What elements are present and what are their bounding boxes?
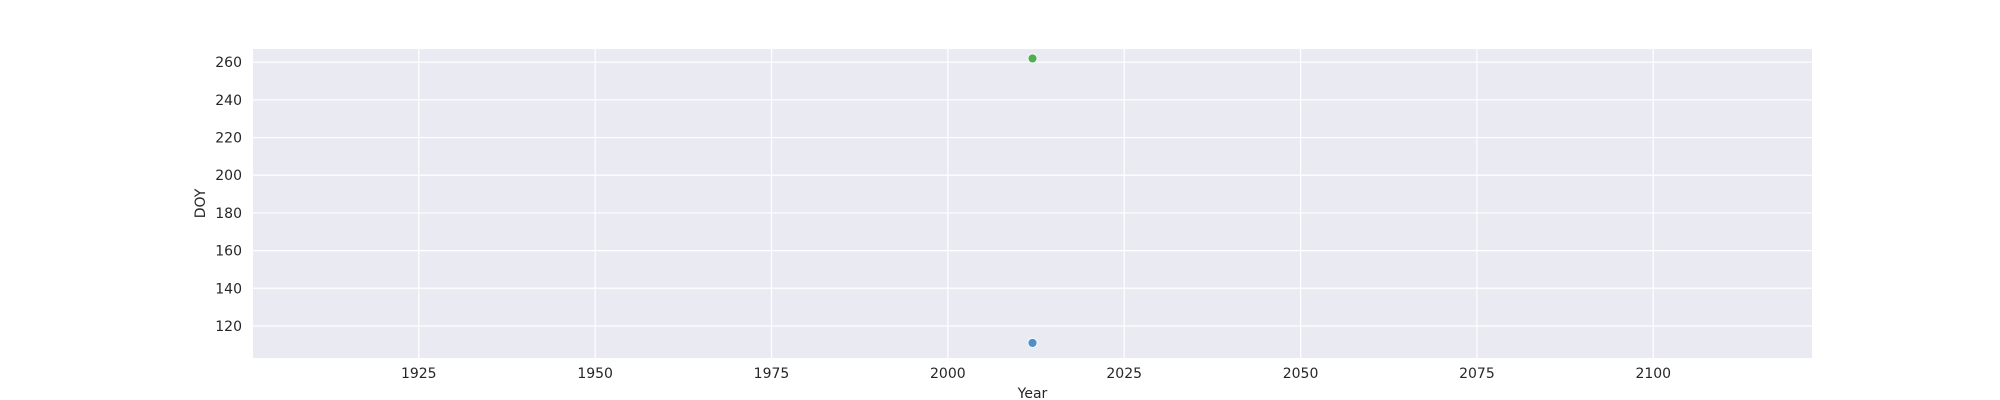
scatter-point-series-1 [1027, 53, 1038, 64]
y-tick-label: 140 [215, 281, 242, 297]
x-tick-label: 2075 [1459, 366, 1495, 382]
y-tick-label: 260 [215, 55, 242, 71]
y-tick-label: 200 [215, 168, 242, 184]
y-tick-label: 240 [215, 93, 242, 109]
y-tick-labels: 120 140 160 180 200 220 240 260 [215, 55, 242, 335]
plot-area [253, 49, 1812, 358]
scatter-point-series-0 [1027, 338, 1038, 348]
x-tick-labels: 1925 1950 1975 2000 2025 2050 2075 2100 [401, 366, 1671, 382]
x-tick-label: 1975 [754, 366, 790, 382]
x-tick-label: 2100 [1635, 366, 1671, 382]
y-axis-label: DOY [193, 188, 209, 218]
x-axis-label: Year [1017, 386, 1048, 400]
grid-lines [253, 49, 1812, 358]
y-tick-label: 120 [215, 319, 242, 335]
x-tick-label: 2025 [1106, 366, 1142, 382]
data-points [1027, 53, 1038, 348]
y-tick-label: 180 [215, 206, 242, 222]
y-tick-label: 160 [215, 244, 242, 260]
x-tick-label: 1950 [577, 366, 613, 382]
y-tick-label: 220 [215, 131, 242, 147]
x-tick-label: 2000 [930, 366, 966, 382]
x-tick-label: 2050 [1283, 366, 1319, 382]
x-tick-label: 1925 [401, 366, 437, 382]
